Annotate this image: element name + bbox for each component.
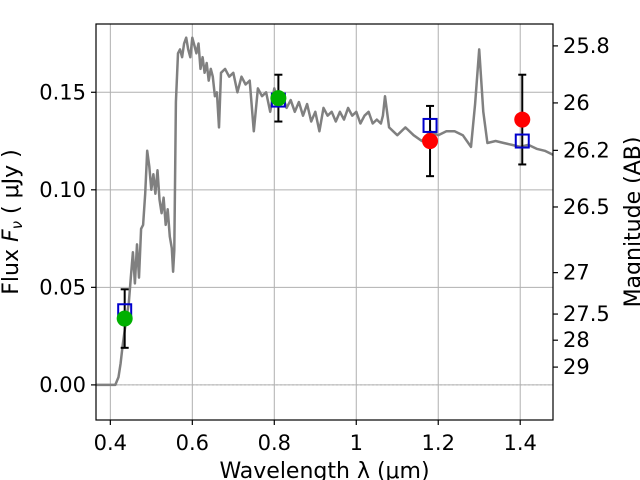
y-tick-label: 0.00 xyxy=(39,373,86,397)
plot-frame xyxy=(95,23,554,421)
y2-tick-label: 28 xyxy=(563,328,590,352)
x-tick-label: 0.8 xyxy=(258,431,291,455)
x-tick-label: 1.4 xyxy=(504,431,537,455)
y2-tick-label: 27.5 xyxy=(563,302,610,326)
observed-point-circle xyxy=(514,111,531,128)
x-tick-label: 1 xyxy=(350,431,363,455)
template-spectrum-line xyxy=(96,36,554,387)
y2-tick-label: 25.8 xyxy=(563,34,610,58)
model-point-square xyxy=(514,133,530,149)
model-point-square xyxy=(422,117,438,133)
y2-tick-label: 26.5 xyxy=(563,195,610,219)
y2-tick-label: 26 xyxy=(563,91,590,115)
plot-area xyxy=(96,36,554,387)
y-axis-label: Flux Fν ( μJy ) xyxy=(0,149,26,294)
x-tick-label: 0.4 xyxy=(94,431,127,455)
x-tick-label: 1.2 xyxy=(422,431,455,455)
axes: 0.4 0.6 0.8 1 1.2 1.4 0.00 0.05 0.10 0.15 25.8 26 26… xyxy=(39,34,610,455)
y-tick-label: 0.10 xyxy=(39,178,86,202)
y2-tick-label: 26.2 xyxy=(563,138,610,162)
y-tick-label: 0.05 xyxy=(39,275,86,299)
y2-tick-label: 29 xyxy=(563,355,590,379)
y-tick-label: 0.15 xyxy=(39,80,86,104)
y2-axis-label: Magnitude (AB) xyxy=(621,137,640,308)
observed-point-circle xyxy=(270,90,287,107)
x-tick-label: 0.6 xyxy=(176,431,209,455)
y2-tick-label: 27 xyxy=(563,261,590,285)
observed-point-circle xyxy=(116,310,133,327)
observed-point-circle xyxy=(422,133,439,150)
x-axis-label: Wavelength λ (μm) xyxy=(219,459,429,480)
